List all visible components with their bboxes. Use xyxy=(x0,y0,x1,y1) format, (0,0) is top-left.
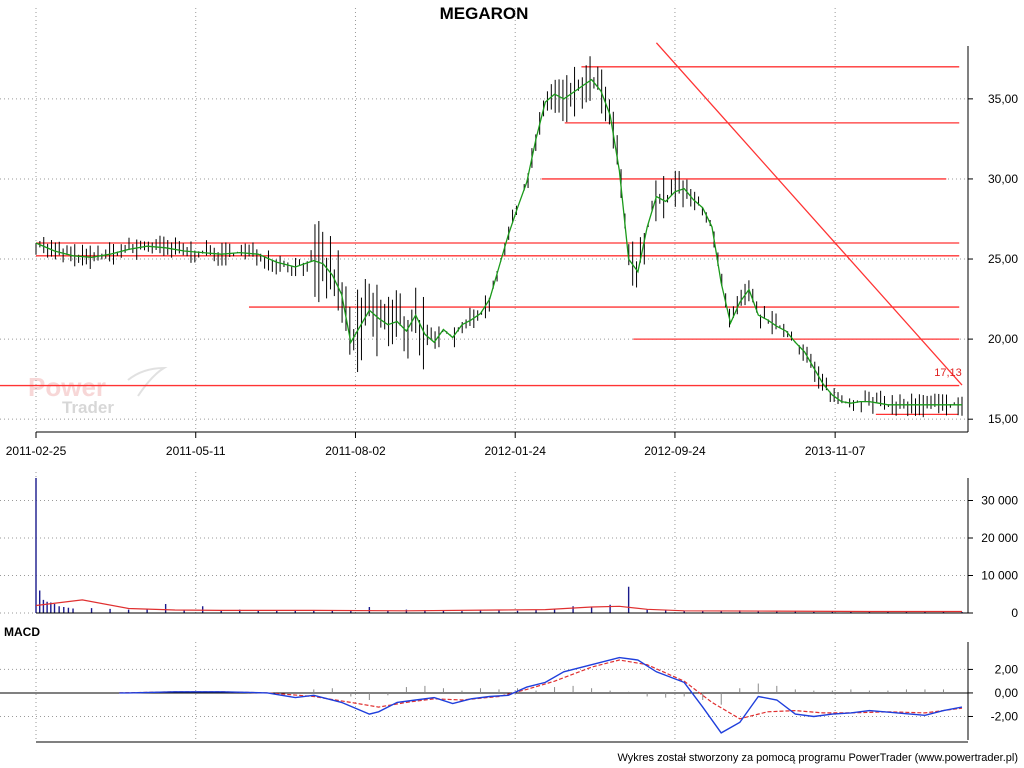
macd-panel-title: MACD xyxy=(4,625,40,639)
descending-trendline xyxy=(655,42,963,386)
moving-average-series xyxy=(35,78,962,406)
macd-lines xyxy=(119,656,963,734)
volume-y-tick-label: 0 xyxy=(1011,606,1018,620)
volume-y-tick-label: 30 000 xyxy=(981,494,1018,508)
chart-title: MEGARON xyxy=(440,4,529,23)
price-y-tick-label: 30,00 xyxy=(988,172,1018,186)
price-bars xyxy=(35,56,963,418)
price-y-tick-label: 25,00 xyxy=(988,252,1018,266)
macd-y-tick-label: 2,00 xyxy=(995,662,1019,676)
volume-y-axis: 0 10 000 20 000 30 000 xyxy=(36,478,1018,620)
watermark-line2: Trader xyxy=(62,398,114,417)
price-x-tick-label: 2011-02-25 xyxy=(6,444,67,458)
volume-bars xyxy=(35,478,963,613)
volume-grid xyxy=(0,472,968,614)
price-x-tick-label: 2013-11-07 xyxy=(805,444,866,458)
macd-y-axis: -2,00 0,00 2,00 xyxy=(36,642,1019,743)
macd-y-tick-label: 0,00 xyxy=(995,686,1019,700)
macd-histogram xyxy=(313,683,944,705)
price-y-axis: 15,00 20,00 25,00 30,00 35,00 xyxy=(967,46,1018,432)
price-y-tick-label: 15,00 xyxy=(988,412,1018,426)
moving-average-line xyxy=(35,78,962,406)
macd-y-tick-label: -2,00 xyxy=(991,709,1019,723)
support-resistance-lines xyxy=(0,66,960,416)
watermark-line1: Power xyxy=(28,372,106,402)
price-x-axis: 2011-02-25 2011-05-11 2011-08-02 2012-01-24… xyxy=(6,431,968,458)
price-grid xyxy=(0,8,968,432)
price-y-tick-label: 35,00 xyxy=(988,92,1018,106)
volume-average-line xyxy=(35,599,962,613)
trendline-value-label: 17,13 xyxy=(934,367,962,379)
macd-panel: MACD -2,00 0,00 2,00 xyxy=(0,625,1019,743)
credit-text: Wykres został stworzony za pomocą progra… xyxy=(617,752,1018,764)
price-x-tick-label: 2012-01-24 xyxy=(485,444,547,458)
volume-average-series xyxy=(35,599,962,613)
price-x-tick-label: 2011-05-11 xyxy=(166,444,226,458)
volume-panel: 0 10 000 20 000 30 000 xyxy=(0,472,1018,620)
price-x-tick-label: 2011-08-02 xyxy=(325,444,386,458)
macd-line xyxy=(119,656,963,734)
signal-line xyxy=(119,659,963,720)
volume-y-tick-label: 20 000 xyxy=(981,531,1018,545)
price-x-tick-label: 2012-09-24 xyxy=(644,444,706,458)
powertrader-logo: Power Trader xyxy=(28,366,168,417)
volume-y-tick-label: 10 000 xyxy=(981,569,1018,583)
trendline xyxy=(655,42,963,386)
price-y-tick-label: 20,00 xyxy=(988,332,1018,346)
macd-grid xyxy=(0,642,968,740)
